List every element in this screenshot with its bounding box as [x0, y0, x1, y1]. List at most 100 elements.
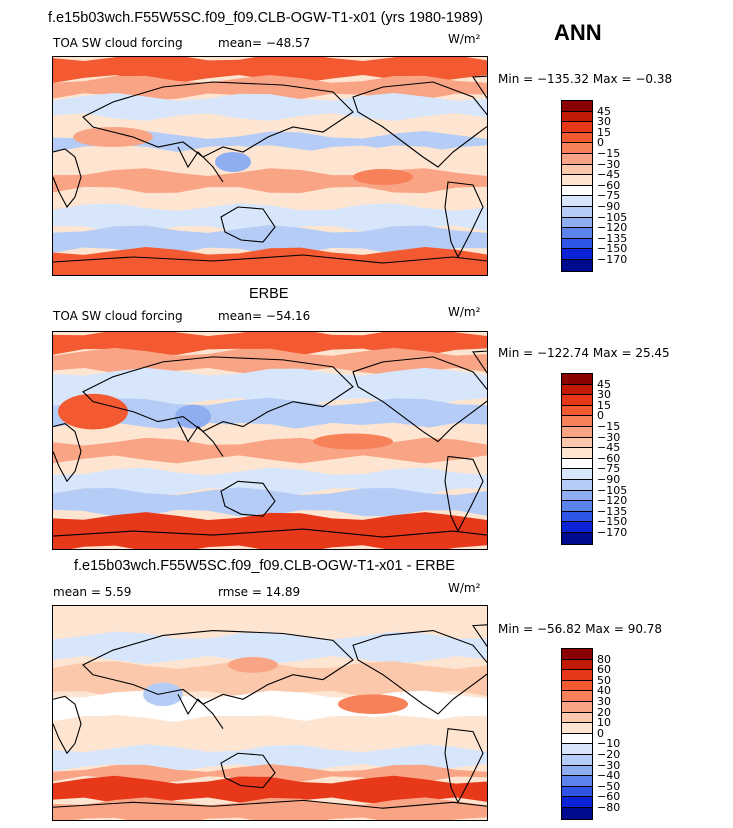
- colorbar-tick-label: 30: [597, 695, 611, 708]
- coastline: [472, 75, 487, 99]
- colorbar-tick-label: −150: [597, 515, 628, 529]
- colorbar-tick-label: 45: [597, 104, 611, 118]
- panel1-units-label: W/m²: [448, 32, 481, 46]
- colorbar-swatch: [562, 522, 592, 533]
- field-band: [53, 203, 487, 233]
- colorbar-tick-label: −50: [597, 779, 621, 793]
- colorbar-tick-label: 10: [597, 716, 611, 730]
- colorbar-tick-label: −20: [597, 748, 621, 761]
- field-patch: [353, 169, 413, 185]
- colorbar-tick-label: −135: [597, 504, 628, 518]
- coastline: [53, 695, 82, 755]
- panel2-units-label: W/m²: [448, 305, 481, 319]
- field-band: [53, 93, 487, 121]
- coastline: [177, 146, 224, 183]
- field-band: [53, 797, 487, 820]
- colorbar-swatch: [562, 185, 592, 197]
- coastline: [444, 728, 484, 804]
- colorbar-swatch: [562, 807, 592, 819]
- colorbar-tick-label: −105: [597, 210, 628, 224]
- panel1-colorbar: [561, 100, 593, 272]
- colorbar-tick-label: −15: [597, 147, 621, 160]
- field-band: [53, 75, 487, 101]
- coastline: [53, 254, 487, 264]
- colorbar-tick-label: 15: [597, 125, 611, 139]
- colorbar-swatch: [562, 416, 592, 427]
- colorbar-tick-label: −75: [597, 462, 621, 476]
- colorbar-swatch: [562, 786, 592, 798]
- panel3-heading: f.e15b03wch.F55W5SC.f09_f09.CLB-OGW-T1-x…: [74, 558, 455, 574]
- colorbar-swatch: [562, 723, 592, 734]
- field-patch: [175, 404, 211, 429]
- colorbar-swatch: [562, 691, 592, 702]
- colorbar-swatch: [562, 701, 592, 713]
- colorbar-swatch: [562, 206, 592, 218]
- field-band: [53, 487, 487, 517]
- field-band: [53, 606, 487, 640]
- colorbar-swatch: [562, 426, 592, 438]
- panel3-minmax: Min = −56.82 Max = 90.78: [498, 622, 663, 636]
- coastline: [352, 81, 487, 168]
- colorbar-tick-label: −80: [597, 801, 621, 814]
- colorbar-tick-label: −170: [597, 526, 628, 539]
- colorbar-swatch: [562, 733, 592, 745]
- colorbar-tick-label: 50: [597, 673, 611, 687]
- colorbar-tick-label: 80: [597, 652, 611, 666]
- colorbar-tick-label: −30: [597, 430, 621, 444]
- colorbar-swatch: [562, 776, 592, 787]
- colorbar-tick-label: −60: [597, 451, 621, 465]
- colorbar-swatch: [562, 744, 592, 755]
- colorbar-tick-label: −90: [597, 200, 621, 213]
- field-band: [53, 744, 487, 772]
- field-band: [53, 512, 487, 549]
- colorbar-tick-label: −30: [597, 758, 621, 772]
- colorbar-swatch: [562, 659, 592, 671]
- field-patch: [313, 433, 393, 450]
- coastline: [352, 629, 487, 715]
- colorbar-tick-label: −120: [597, 494, 628, 508]
- panel2-colorbar: [561, 373, 593, 545]
- panel2-mean-label: mean= −54.16: [218, 309, 311, 323]
- coastline: [220, 206, 276, 243]
- colorbar-swatch: [562, 490, 592, 502]
- colorbar-swatch: [562, 228, 592, 239]
- field-patch: [58, 393, 128, 430]
- colorbar-swatch: [562, 238, 592, 250]
- colorbar-swatch: [562, 153, 592, 165]
- coastline: [177, 694, 224, 730]
- colorbar-swatch: [562, 765, 592, 777]
- colorbar-tick-label: −45: [597, 441, 621, 455]
- panel3-rmse-label: rmse = 14.89: [218, 585, 301, 599]
- colorbar-swatch: [562, 670, 592, 681]
- coastline: [177, 421, 224, 457]
- colorbar-swatch: [562, 754, 592, 766]
- colorbar-tick-label: −150: [597, 242, 628, 256]
- field-band: [53, 131, 487, 153]
- colorbar-tick-label: 0: [597, 726, 604, 740]
- coastline: [444, 455, 484, 533]
- coastline: [53, 799, 487, 809]
- colorbar-swatch: [562, 448, 592, 459]
- colorbar-swatch: [562, 217, 592, 229]
- panel2-minmax: Min = −122.74 Max = 25.45: [498, 346, 670, 360]
- colorbar-tick-label: −170: [597, 253, 628, 266]
- coastline: [53, 422, 82, 483]
- panel3-mean-label: mean = 5.59: [53, 585, 132, 599]
- field-band: [53, 347, 487, 376]
- colorbar-swatch: [562, 532, 592, 544]
- colorbar-swatch: [562, 469, 592, 480]
- coastline: [82, 356, 354, 433]
- coastline: [472, 624, 487, 648]
- colorbar-swatch: [562, 712, 592, 724]
- colorbar-tick-label: 0: [597, 136, 604, 150]
- colorbar-tick-label: 15: [597, 398, 611, 412]
- colorbar-swatch: [562, 437, 592, 449]
- panel3-colorbar: [561, 648, 593, 820]
- coastline: [53, 148, 82, 208]
- field-band: [53, 367, 487, 406]
- colorbar-swatch: [562, 249, 592, 260]
- panel2-heading: ERBE: [249, 286, 289, 302]
- colorbar-tick-label: −60: [597, 178, 621, 192]
- panel1-variable-label: TOA SW cloud forcing: [53, 36, 183, 50]
- colorbar-tick-label: 45: [597, 377, 611, 391]
